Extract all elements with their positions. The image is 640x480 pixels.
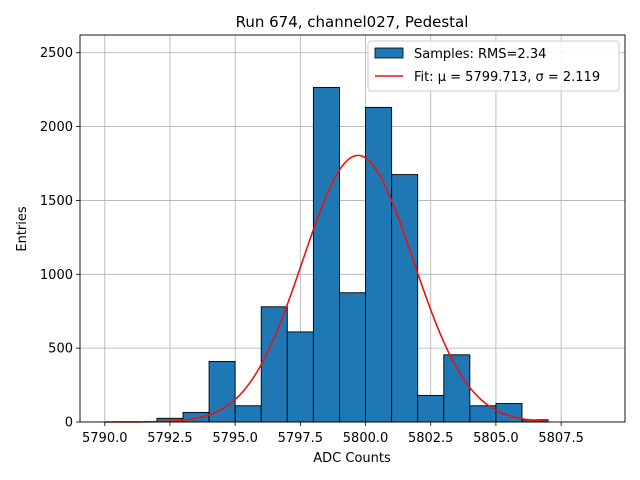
legend-label-fit: Fit: μ = 5799.713, σ = 2.119 <box>414 70 600 85</box>
y-axis-label: Entries <box>15 206 30 252</box>
histogram-bar <box>391 174 419 423</box>
y-axis-ticks: 0 500 1000 1500 2000 2500 <box>40 46 80 431</box>
legend-box <box>367 40 620 92</box>
x-tick-label: 5807.5 <box>538 431 584 446</box>
histogram-bar <box>443 354 471 423</box>
x-tick-label: 5792.5 <box>147 431 193 446</box>
histogram-bar <box>260 306 288 423</box>
x-axis-ticks: 5790.0 5792.5 5795.0 5797.5 5800.0 5802.5 5805… <box>82 422 584 446</box>
x-tick-label: 5800.0 <box>343 431 389 446</box>
x-tick-label: 5795.0 <box>212 431 258 446</box>
histogram-bars <box>156 86 549 423</box>
x-axis-label: ADC Counts <box>313 451 391 466</box>
x-tick-label: 5805.0 <box>473 431 519 446</box>
legend-swatch-samples <box>374 47 404 59</box>
y-tick-label: 0 <box>65 416 73 431</box>
histogram-bar <box>339 292 366 423</box>
x-tick-label: 5790.0 <box>82 431 128 446</box>
histogram-bar <box>312 86 340 423</box>
histogram-bar <box>286 331 314 423</box>
y-tick-label: 1000 <box>40 268 73 283</box>
plot-frame <box>79 34 626 423</box>
legend-label-samples: Samples: RMS=2.34 <box>414 47 546 62</box>
histogram-bar <box>417 394 445 423</box>
y-tick-label: 1500 <box>40 194 73 209</box>
histogram-bar <box>365 106 393 423</box>
legend: Samples: RMS=2.34 Fit: μ = 5799.713, σ =… <box>367 40 620 92</box>
chart-title: Run 674, channel027, Pedestal <box>236 13 469 31</box>
y-tick-label: 2500 <box>40 46 73 61</box>
y-tick-label: 500 <box>48 342 73 357</box>
y-tick-label: 2000 <box>40 120 73 135</box>
x-tick-label: 5797.5 <box>278 431 324 446</box>
fit-curve <box>104 154 549 423</box>
x-tick-label: 5802.5 <box>408 431 454 446</box>
histogram-bar <box>234 405 262 423</box>
